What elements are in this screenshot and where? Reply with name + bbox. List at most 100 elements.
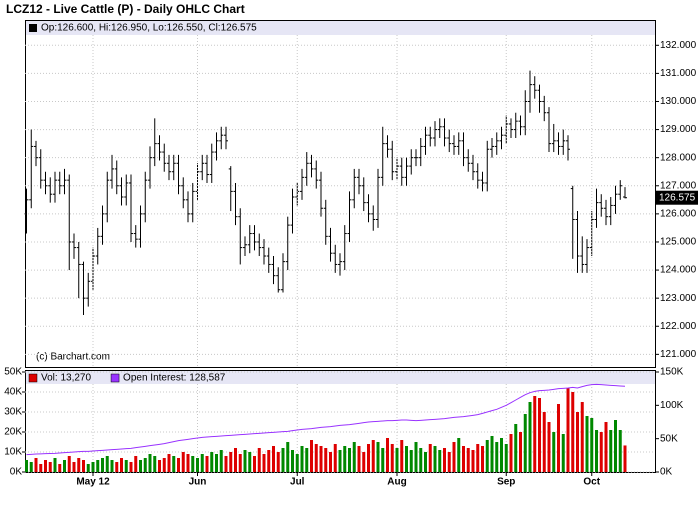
volume-bar: [576, 412, 579, 472]
y2-tick-label: 0K: [660, 467, 673, 478]
volume-bar: [153, 456, 157, 472]
volume-bar: [129, 462, 133, 472]
volume-bar: [400, 440, 404, 472]
volume-bar: [362, 452, 366, 472]
y-tick-label: 10K: [4, 447, 22, 458]
volume-bar: [390, 444, 394, 472]
volume-bar: [124, 460, 128, 472]
volume-bar: [447, 452, 451, 472]
volume-bar: [148, 454, 152, 472]
volume-bar: [395, 448, 399, 472]
volume-bar: [466, 448, 470, 472]
volume-bar: [495, 442, 499, 472]
y-tick-label: 131.000: [660, 68, 697, 79]
volume-bar: [34, 458, 38, 472]
legend-label: Vol: 13,270: [41, 373, 91, 384]
y-tick-label: 20K: [4, 427, 22, 438]
volume-bar: [310, 440, 313, 472]
legend-swatch: [29, 24, 37, 32]
y-tick-label: 129.000: [660, 124, 697, 135]
x-tick-label: Jun: [189, 477, 207, 488]
oi-line: [26, 383, 626, 456]
volume-bar: [509, 434, 513, 472]
volume-bar: [457, 438, 461, 472]
volume-bar: [424, 452, 427, 472]
y-tick-label: 50K: [4, 367, 22, 378]
volume-bar: [210, 452, 214, 472]
volume-bar: [257, 448, 261, 472]
volume-bar: [295, 454, 299, 472]
volume-bar: [585, 416, 589, 472]
y-tick-label: 127.000: [660, 180, 697, 191]
volume-bar: [243, 450, 247, 472]
y-tick-label: 123.000: [660, 293, 697, 304]
volume-bar: [205, 456, 209, 472]
volume-bar: [381, 448, 385, 472]
legend-swatch: [28, 373, 38, 383]
volume-bar: [319, 446, 323, 472]
legend-swatch: [110, 373, 120, 383]
volume-bar: [623, 445, 627, 472]
volume-bar: [557, 404, 560, 472]
volume-bar: [219, 450, 223, 472]
volume-bar: [101, 458, 104, 472]
volume-bar: [67, 456, 71, 472]
volume-bar: [196, 458, 199, 472]
y-tick-label: 130.000: [660, 96, 697, 107]
volume-bar: [614, 420, 617, 472]
volume-bar: [338, 450, 342, 472]
volume-bar: [77, 458, 81, 472]
y-tick-label: 122.000: [660, 321, 697, 332]
volume-bar: [96, 460, 100, 472]
volume-bar: [86, 464, 90, 472]
volume-bar: [314, 444, 318, 472]
volume-bar: [599, 432, 603, 472]
volume-bar: [419, 448, 423, 472]
volume-bar: [44, 460, 47, 472]
volume-bar: [253, 456, 256, 472]
volume-bar: [590, 418, 594, 472]
volume-bar: [29, 462, 33, 472]
volume-bar: [580, 402, 584, 472]
volume-bar: [238, 454, 242, 472]
volume-bar: [110, 460, 114, 472]
volume-bar: [566, 388, 570, 472]
volume-bar: [528, 402, 532, 472]
volume-bar: [490, 436, 494, 472]
y2-tick-label: 50K: [660, 433, 678, 444]
volume-bar: [300, 446, 304, 472]
y-tick-label: 30K: [4, 407, 22, 418]
volume-bar: [324, 448, 328, 472]
volume-bar: [519, 432, 522, 472]
volume-bar: [262, 454, 266, 472]
volume-bar: [215, 454, 218, 472]
volume-bar: [39, 464, 43, 472]
volume-bar: [177, 458, 180, 472]
plot: 121.000 122.000 123.000 124.000 125.000 126.0…: [4, 35, 698, 488]
volume-bar: [452, 442, 456, 472]
volume-bar: [547, 422, 551, 472]
volume-bar: [500, 438, 503, 472]
volume-bar: [386, 438, 389, 472]
volume-bar: [267, 450, 271, 472]
volume-bar: [162, 458, 166, 472]
volume-bar: [53, 458, 57, 472]
volume-bar: [172, 456, 176, 472]
volume-bar: [167, 454, 171, 472]
volume-bar: [234, 448, 237, 472]
volume-bar: [348, 448, 351, 472]
y-tick-label: 132.000: [660, 40, 697, 51]
volume-bar: [72, 462, 76, 472]
volume-bar: [504, 444, 508, 472]
volume-bar: [281, 448, 285, 472]
volume-bar: [409, 450, 413, 472]
x-tick-label: May 12: [76, 477, 110, 488]
y-tick-label: 128.000: [660, 152, 697, 163]
volume-bar: [476, 444, 480, 472]
volume-bar: [63, 460, 66, 472]
volume-bar: [595, 430, 598, 472]
volume-bar: [134, 456, 138, 472]
volume-bar: [200, 454, 204, 472]
